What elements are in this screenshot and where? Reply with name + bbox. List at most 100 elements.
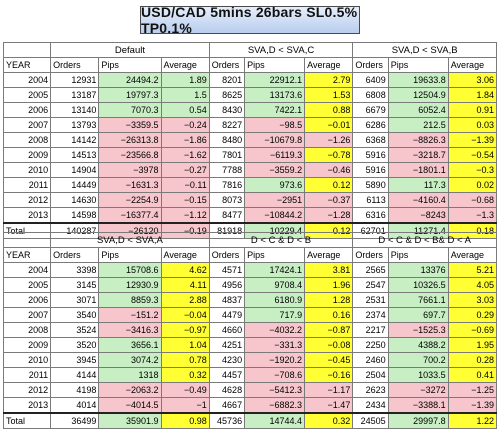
orders-cell: 14630	[50, 192, 100, 208]
pips-cell: 12504.9	[387, 87, 449, 103]
group-name: Default	[50, 42, 210, 58]
pips-cell: 697.7	[387, 307, 449, 323]
pips-cell: −26313.8	[98, 132, 162, 148]
average-cell: 4.62	[160, 262, 210, 278]
pips-cell: 7422.1	[244, 102, 306, 118]
orders-cell: 4479	[208, 307, 246, 323]
average-cell: 0.78	[160, 352, 210, 368]
orders-cell: 6113	[352, 192, 389, 208]
year-cell: 2007	[2, 307, 52, 323]
table-row: 2004 3398 15708.6 4.62 4571 17424.1 3.81 2565 13…	[2, 262, 498, 278]
average-cell: −0.69	[447, 322, 498, 338]
average-cell: 1.96	[304, 277, 354, 293]
table-row: 2011 14449 −1631.3 −0.11 7816 973.6 0.12 5890 11…	[2, 177, 498, 193]
table-row: 2011 4144 1318 0.32 4457 −708.6 −0.16 2504 1033.…	[2, 367, 498, 383]
pips-cell: 3074.2	[98, 352, 162, 368]
pips-cell: 4388.2	[387, 337, 449, 353]
column-header-row: YEAR Orders Pips Average Orders Pips Average Or…	[2, 57, 498, 73]
average-cell: −1.47	[304, 397, 354, 414]
year-cell: 2004	[2, 262, 52, 278]
orders-cell: 8480	[208, 132, 246, 148]
average-cell: 4.11	[160, 277, 210, 293]
total-orders-cell: 45736	[208, 412, 246, 429]
col-orders: Orders	[50, 57, 100, 73]
corner-cell	[2, 232, 52, 248]
average-cell: 0.29	[447, 307, 498, 323]
orders-cell: 13793	[50, 117, 100, 133]
orders-cell: 8477	[208, 207, 246, 224]
table-row: 2007 3540 −151.2 −0.04 4479 717.9 0.16 2374 697.…	[2, 307, 498, 323]
pips-cell: −6882.3	[244, 397, 306, 414]
orders-cell: 8201	[208, 72, 246, 88]
pips-cell: −1525.3	[387, 322, 449, 338]
orders-cell: 2250	[352, 337, 389, 353]
orders-cell: 4660	[208, 322, 246, 338]
group-name: SVA,D < SVA,C	[208, 42, 354, 58]
total-average-cell: 0.98	[160, 412, 210, 429]
table-row: 2013 4014 −4014.5 −1 4667 −6882.3 −1.47 2434 −33…	[2, 397, 498, 414]
pips-cell: −8826.3	[387, 132, 449, 148]
pips-cell: 9708.4	[244, 277, 306, 293]
table-row: 2007 13793 −3359.5 −0.24 8227 −98.5 −0.01 6286 2…	[2, 117, 498, 133]
average-cell: −0.08	[304, 337, 354, 353]
pips-cell: 7661.1	[387, 292, 449, 308]
table-row: 2005 3145 12930.9 4.11 4956 9708.4 1.96 2547 103…	[2, 277, 498, 293]
average-cell: −0.37	[304, 192, 354, 208]
orders-cell: 7816	[208, 177, 246, 193]
average-cell: 1.95	[447, 337, 498, 353]
column-header-row: YEAR Orders Pips Average Orders Pips Average Or…	[2, 247, 498, 263]
average-cell: 1.5	[160, 87, 210, 103]
group-name: SVA,D < SVA,B	[352, 42, 497, 58]
average-cell: −1.86	[160, 132, 210, 148]
average-cell: −1.26	[304, 132, 354, 148]
report-title: USD/CAD 5mins 26bars SL0.5% TP0.1%	[140, 4, 360, 36]
average-cell: −0.11	[160, 177, 210, 193]
col-orders: Orders	[352, 57, 389, 73]
average-cell: −0.16	[304, 367, 354, 383]
orders-cell: 2531	[352, 292, 389, 308]
results-table-1: Default SVA,D < SVA,C SVA,D < SVA,B YEAR Ord…	[2, 42, 498, 239]
orders-cell: 3524	[50, 322, 100, 338]
pips-cell: −3272	[387, 382, 449, 398]
orders-cell: 6368	[352, 132, 389, 148]
col-pips: Pips	[387, 57, 449, 73]
pips-cell: −708.6	[244, 367, 306, 383]
average-cell: 1.04	[160, 337, 210, 353]
orders-cell: 4230	[208, 352, 246, 368]
orders-cell: 4251	[208, 337, 246, 353]
orders-cell: 4837	[208, 292, 246, 308]
year-cell: 2010	[2, 162, 52, 178]
average-cell: 0.16	[304, 307, 354, 323]
average-cell: 2.88	[160, 292, 210, 308]
year-cell: 2013	[2, 207, 52, 224]
pips-cell: 17424.1	[244, 262, 306, 278]
total-orders-cell: 36499	[50, 412, 100, 429]
pips-cell: −23566.8	[98, 147, 162, 163]
col-orders: Orders	[50, 247, 100, 263]
year-cell: 2005	[2, 277, 52, 293]
orders-cell: 8430	[208, 102, 246, 118]
orders-cell: 13140	[50, 102, 100, 118]
orders-cell: 2434	[352, 397, 389, 414]
average-cell: 1.84	[447, 87, 498, 103]
col-year: YEAR	[2, 247, 52, 263]
pips-cell: −1801.1	[387, 162, 449, 178]
average-cell: −1.3	[447, 207, 498, 224]
pips-cell: −98.5	[244, 117, 306, 133]
orders-cell: 3540	[50, 307, 100, 323]
average-cell: 0.54	[160, 102, 210, 118]
orders-cell: 2623	[352, 382, 389, 398]
pips-cell: 6052.4	[387, 102, 449, 118]
table-row: 2009 3520 3656.1 1.04 4251 −331.3 −0.08 2250 438…	[2, 337, 498, 353]
average-cell: 3.81	[304, 262, 354, 278]
average-cell: 0.41	[447, 367, 498, 383]
average-cell: −0.15	[160, 192, 210, 208]
pips-cell: 10326.5	[387, 277, 449, 293]
table-row: 2010 14904 −3978 −0.27 7788 −3559.2 −0.46 5916−…	[2, 162, 498, 178]
average-cell: −0.3	[447, 162, 498, 178]
pips-cell: −3359.5	[98, 117, 162, 133]
pips-cell: 7070.3	[98, 102, 162, 118]
col-pips: Pips	[244, 247, 306, 263]
pips-cell: 13173.6	[244, 87, 306, 103]
year-cell: 2006	[2, 102, 52, 118]
